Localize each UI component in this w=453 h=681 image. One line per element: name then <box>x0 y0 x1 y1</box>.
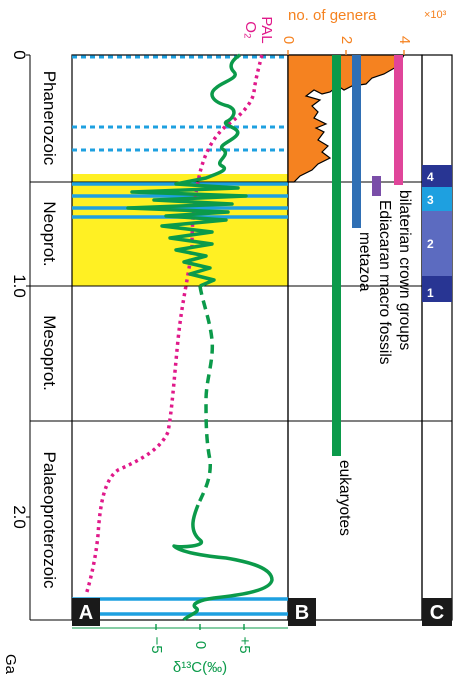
glaciation-bars <box>72 55 288 616</box>
era-label-palaeoproterozoic: Palaeoproterozoic <box>40 451 59 589</box>
lineage-bar-eukaryotes <box>332 55 341 456</box>
d13c-tick-label-minus5: −5 <box>148 636 165 653</box>
panel-tag-b-box <box>288 598 316 626</box>
interval-label-2: 2 <box>427 237 434 251</box>
panel-tag-a: A <box>79 602 93 624</box>
carbon-isotope-curve <box>126 53 248 288</box>
interval-block-3 <box>422 187 452 211</box>
o2-axis-label-pal: PAL <box>258 16 275 43</box>
lineage-bar-metazoa <box>352 55 361 228</box>
lineage-bar-ediacaran <box>372 176 381 196</box>
carbon-isotope-curve-dashed <box>196 285 215 506</box>
era-label-neoproterozoic: Neoprot. <box>40 201 59 266</box>
d13c-tick-label-plus5: +5 <box>236 636 253 653</box>
genera-area <box>287 54 406 183</box>
lineage-bar-bilaterian <box>394 55 403 185</box>
lineage-label-eukaryotes: eukaryotes <box>336 460 353 536</box>
o2-axis-label-o2: O₂ <box>242 21 259 39</box>
interval-block-1 <box>422 276 452 302</box>
genera-axis-multiplier: ×10³ <box>424 9 447 21</box>
interval-block-2 <box>422 211 452 276</box>
lineage-label-metazoa: metazoa <box>356 232 373 292</box>
time-unit-label: Ga <box>2 654 19 675</box>
lineage-label-ediacaran: Ediacaran macro fossils <box>376 200 393 365</box>
genera-tick-label-4: 4 <box>396 36 413 44</box>
time-tick-label-2: 2.0 <box>10 505 29 529</box>
panel-tag-a-box <box>72 598 100 626</box>
panel-c-frame <box>421 54 453 621</box>
interval-label-4: 4 <box>427 170 434 184</box>
lineage-label-bilaterian: bilaterian crown groups <box>396 190 413 351</box>
interval-label-3: 3 <box>427 193 434 207</box>
panel-tag-b: B <box>295 602 309 624</box>
d13c-axis-label: δ¹³C(‰) <box>173 659 227 676</box>
genera-axis-label: no. of genera <box>288 7 377 24</box>
era-label-phanerozoic: Phanerozoic <box>40 71 59 166</box>
panel-tag-c-box <box>422 598 452 626</box>
carbon-isotope-curve-lower <box>172 504 274 622</box>
panel-tag-c: C <box>430 602 444 624</box>
interval-label-1: 1 <box>427 286 434 300</box>
time-tick-label-0: 0 <box>10 50 29 59</box>
d13c-tick-label-0: 0 <box>192 641 209 649</box>
time-tick-label-1: 1.0 <box>10 274 29 298</box>
era-label-mesoproterozoic: Mesoprot. <box>40 315 59 391</box>
genera-tick-label-0: 0 <box>280 36 297 44</box>
genera-tick-label-2: 2 <box>338 36 355 44</box>
